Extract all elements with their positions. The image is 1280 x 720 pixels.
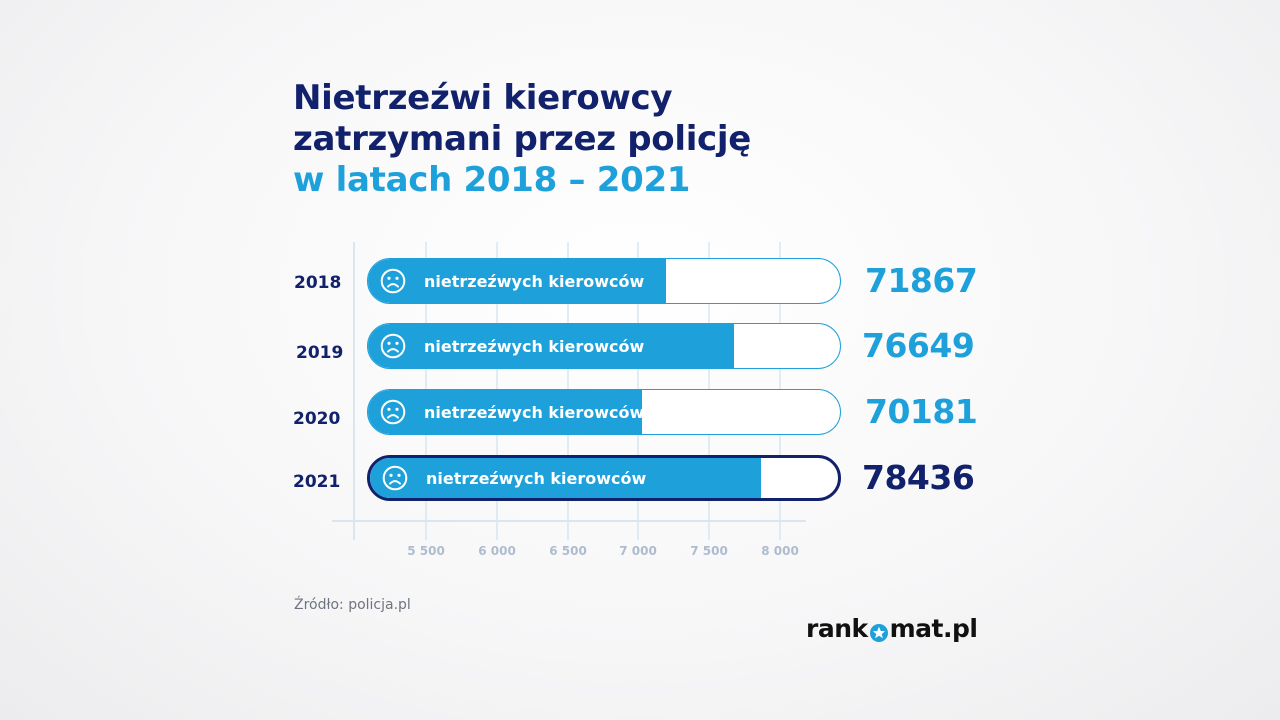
x-tick-label-7500: 7 500 (690, 544, 728, 558)
logo-text-left: rank (806, 614, 868, 643)
bar-fill-2021 (370, 458, 761, 498)
bar-fill-2019 (368, 324, 734, 368)
category-label-2021: 2021 (293, 472, 341, 492)
logo-star-icon (869, 620, 889, 642)
sad-face-icon (380, 268, 406, 294)
title-line-2: zatrzymani przez policję (293, 119, 752, 159)
bar-label-2019: nietrzeźwych kierowców (424, 336, 645, 356)
source-note: Źródło: policja.pl (294, 597, 411, 613)
x-tick-label-5500: 5 500 (407, 544, 445, 558)
logo-text-right: mat.pl (889, 614, 978, 643)
value-label-2019: 76649 (862, 326, 975, 365)
bar-2020: nietrzeźwych kierowców (367, 389, 841, 435)
x-tick-label-6500: 6 500 (549, 544, 587, 558)
sad-face-icon (380, 399, 406, 425)
value-label-2020: 70181 (865, 392, 978, 431)
title-line-3: w latach 2018 – 2021 (293, 160, 691, 200)
bar-2021: nietrzeźwych kierowców (367, 455, 841, 501)
sad-face-icon (380, 333, 406, 359)
bar-label-2020: nietrzeźwych kierowców (424, 402, 645, 422)
x-tick-label-7000: 7 000 (619, 544, 657, 558)
category-label-2019: 2019 (296, 343, 344, 363)
category-label-2018: 2018 (294, 273, 342, 293)
sad-face-icon (382, 465, 408, 491)
title-line-1: Nietrzeźwi kierowcy (293, 78, 673, 118)
category-label-2020: 2020 (293, 409, 341, 429)
bar-2018: nietrzeźwych kierowców (367, 258, 841, 304)
value-label-2018: 71867 (865, 261, 978, 300)
bar-fill-2020 (368, 390, 642, 434)
bar-fill-2018 (368, 259, 666, 303)
bar-label-2021: nietrzeźwych kierowców (426, 468, 647, 488)
bar-label-2018: nietrzeźwych kierowców (424, 271, 645, 291)
value-label-2021: 78436 (862, 458, 975, 497)
rankomat-logo: rank mat.pl (806, 614, 978, 643)
x-tick-label-6000: 6 000 (478, 544, 516, 558)
x-tick-label-8000: 8 000 (761, 544, 799, 558)
bar-2019: nietrzeźwych kierowców (367, 323, 841, 369)
chart-title: Nietrzeźwi kierowcy zatrzymani przez pol… (293, 78, 751, 201)
